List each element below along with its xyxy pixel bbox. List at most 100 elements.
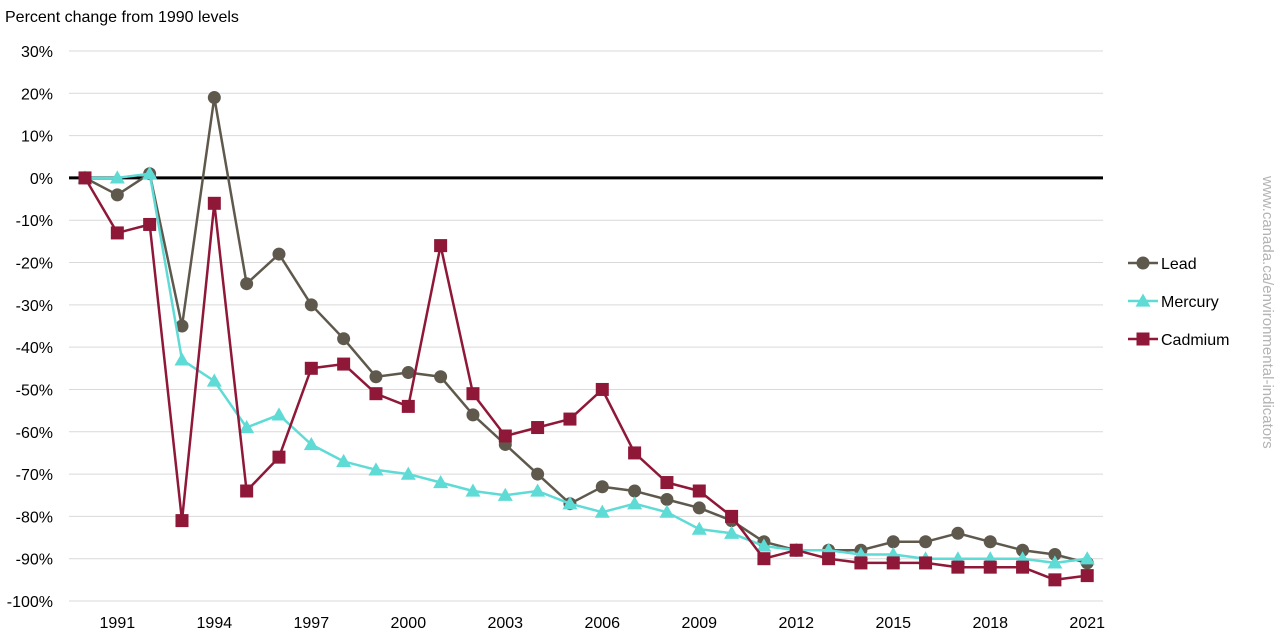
mercury-point — [109, 170, 125, 184]
x-tick-label: 2018 — [972, 615, 1008, 632]
mercury-point — [239, 420, 255, 434]
lead-point — [240, 277, 254, 291]
cadmium-point — [337, 357, 351, 371]
cadmium-point — [78, 171, 92, 185]
cadmium-point — [757, 552, 771, 566]
legend-entry-mercury: Mercury — [1128, 293, 1219, 311]
mercury-point — [691, 521, 707, 535]
mercury-point — [1079, 551, 1095, 565]
legend-marker — [1135, 293, 1151, 307]
cadmium-point — [1016, 560, 1030, 574]
y-tick-label: -70% — [16, 467, 53, 484]
legend-label: Cadmium — [1161, 332, 1229, 349]
cadmium-point — [304, 361, 318, 375]
lead-point — [110, 188, 124, 202]
mercury-point — [594, 504, 610, 518]
y-axis-title: Percent change from 1990 levels — [5, 9, 239, 26]
lead-point — [983, 535, 997, 549]
mercury-point — [659, 504, 675, 518]
x-tick-labels: 1991 1994 1997 2000 2003 2006 2009 2012 2015 2018… — [100, 615, 1106, 632]
x-tick-label: 2000 — [391, 615, 427, 632]
y-tick-label: -30% — [16, 298, 53, 315]
cadmium-point — [886, 556, 900, 570]
cadmium-point — [725, 509, 739, 523]
lead-line — [84, 96, 1088, 565]
y-tick-label: -50% — [16, 382, 53, 399]
y-tick-labels: 30% 20% 10% 0% -10% -20% -30% -40% -50% -60% -70% -… — [7, 44, 53, 611]
cadmium-point — [822, 552, 836, 566]
series-mercury — [77, 166, 1095, 569]
series-lead — [78, 91, 1094, 570]
cadmium-point — [369, 387, 383, 401]
cadmium-point — [660, 476, 674, 490]
cadmium-point — [628, 446, 642, 460]
cadmium-point — [466, 387, 480, 401]
lead-point — [595, 480, 609, 494]
lead-point — [272, 247, 286, 261]
cadmium-point — [854, 556, 868, 570]
cadmium-point — [175, 514, 189, 528]
mercury-point — [336, 453, 352, 468]
mercury-point — [465, 483, 481, 497]
x-tick-label: 2003 — [487, 615, 523, 632]
gridlines — [69, 50, 1103, 602]
cadmium-point — [1080, 569, 1094, 583]
lead-point — [886, 535, 900, 549]
x-tick-label: 2006 — [584, 615, 620, 632]
lead-point — [304, 298, 318, 312]
lead-point — [660, 492, 674, 506]
cadmium-point — [951, 560, 965, 574]
lead-point — [337, 332, 351, 346]
cadmium-point — [789, 543, 803, 557]
cadmium-point — [595, 382, 609, 396]
cadmium-line — [83, 177, 1088, 582]
y-tick-label: -90% — [16, 552, 53, 569]
mercury-point — [497, 487, 513, 501]
mercury-point — [400, 466, 416, 480]
lead-point — [1048, 547, 1062, 561]
y-tick-label: 10% — [21, 129, 53, 146]
x-tick-label: 1997 — [294, 615, 330, 632]
mercury-point — [142, 166, 158, 180]
lead-point — [692, 501, 706, 515]
x-tick-label: 2015 — [875, 615, 911, 632]
cadmium-point — [240, 484, 254, 498]
mercury-point — [530, 483, 546, 497]
mercury-point — [562, 496, 578, 510]
y-tick-label: -100% — [7, 594, 53, 611]
lead-point — [531, 467, 545, 481]
legend: Lead Mercury Cadmium — [1128, 256, 1229, 349]
x-tick-label: 1991 — [100, 615, 136, 632]
cadmium-point — [434, 239, 448, 253]
y-tick-label: -80% — [16, 509, 53, 526]
lead-point — [175, 319, 189, 333]
mercury-line — [85, 172, 1088, 565]
mercury-point — [756, 538, 772, 552]
series-cadmium — [78, 171, 1094, 587]
mercury-point — [303, 436, 319, 451]
mercury-point — [368, 462, 384, 476]
y-tick-label: -20% — [16, 256, 53, 273]
x-tick-label: 2009 — [681, 615, 717, 632]
lead-point — [207, 91, 221, 105]
lead-point — [951, 526, 965, 540]
mercury-point — [206, 373, 222, 387]
cadmium-point — [692, 484, 706, 498]
y-tick-label: -60% — [16, 425, 53, 442]
lead-point — [466, 408, 480, 422]
cadmium-point — [563, 412, 577, 426]
y-tick-label: 30% — [21, 44, 53, 61]
lead-point — [401, 366, 415, 380]
cadmium-point — [531, 421, 545, 435]
mercury-point — [174, 352, 190, 366]
lead-point — [628, 484, 642, 498]
cadmium-point — [272, 450, 286, 464]
y-tick-label: 0% — [30, 171, 53, 188]
legend-entry-cadmium: Cadmium — [1128, 332, 1229, 349]
legend-label: Lead — [1161, 256, 1197, 273]
y-tick-label: -40% — [16, 340, 53, 357]
lead-point — [434, 370, 448, 384]
cadmium-point — [143, 217, 157, 231]
legend-marker — [1136, 256, 1150, 270]
source-url: www.canada.ca/environmental-indicators — [1259, 175, 1276, 449]
